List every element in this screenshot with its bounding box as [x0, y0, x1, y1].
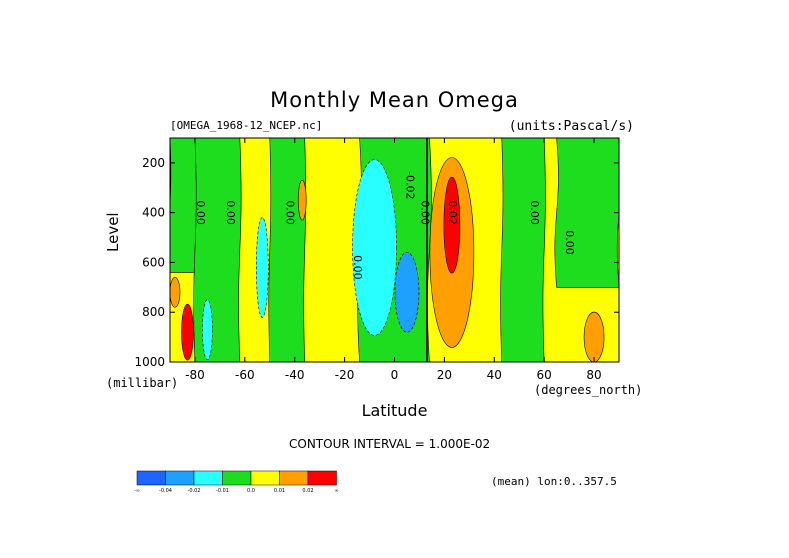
- field-cell-orange: [583, 311, 605, 362]
- x-tick-label: -20: [335, 368, 355, 382]
- contour-label: 0.00: [224, 200, 237, 225]
- colorbar-swatch: [136, 470, 166, 486]
- y-tick-label: 800: [142, 305, 165, 319]
- file-label: [OMEGA_1968-12_NCEP.nc]: [170, 119, 323, 132]
- field-band-negative: [268, 138, 306, 362]
- x-tick-label: -80: [185, 368, 205, 382]
- contour-label: 0.02: [446, 200, 459, 225]
- contour-label: 0.00: [418, 200, 431, 225]
- colorbar: -∞ -0.04 -0.02 -0.01 0.0 0.01 0.02 ∞: [134, 470, 339, 494]
- colorbar-swatch: [307, 470, 337, 486]
- colorbar-swatch: [165, 470, 195, 486]
- x-tick-label: -40: [285, 368, 305, 382]
- chart-title: Monthly Mean Omega: [270, 88, 519, 112]
- x-tick-label: 60: [537, 368, 552, 382]
- field-cell-red: [443, 176, 461, 274]
- colorbar-swatch: [279, 470, 309, 486]
- field-cell-cyan: [202, 299, 213, 360]
- x-axis-unit: (degrees_north): [534, 383, 643, 397]
- colorbar-label: -0.04: [159, 488, 172, 494]
- field-cell-orange: [170, 277, 181, 308]
- contour-interval-label: CONTOUR INTERVAL = 1.000E-02: [289, 437, 491, 451]
- contour-label: 0.00: [194, 200, 207, 225]
- contour-label: 0.00: [351, 255, 364, 280]
- colorbar-label: -0.02: [188, 488, 201, 494]
- colorbar-swatch: [250, 470, 280, 486]
- field-cell-cyan: [255, 217, 269, 318]
- colorbar-label: ∞: [334, 488, 338, 494]
- mean-note: (mean) lon:0..357.5: [491, 475, 617, 488]
- contour-label: 0.00: [528, 200, 541, 225]
- x-tick-label: 40: [487, 368, 502, 382]
- plot-area: 0.00 0.00 0.000.00-0.020.00 0.02 0.000.00: [170, 138, 619, 362]
- axes: -80 -60 -40 -20 0 20 40 60 80 1000 800 600 400 200: [134, 138, 619, 382]
- colorbar-label: 0.0: [247, 488, 255, 494]
- y-tick-label: 600: [142, 255, 165, 269]
- field-cell-cyan: [352, 159, 397, 336]
- x-tick-label: 80: [586, 368, 601, 382]
- field-band-negative: [554, 138, 619, 288]
- y-tick-label: 1000: [134, 355, 165, 369]
- field-cell-blue: [394, 252, 420, 333]
- units-label: (units:Pascal/s): [508, 119, 634, 134]
- colorbar-label: 0.02: [302, 488, 313, 494]
- y-axis-unit: (millibar): [106, 376, 179, 390]
- field-cell-orange: [297, 179, 307, 221]
- contour-label: -0.02: [403, 171, 416, 199]
- colorbar-label: 0.01: [274, 488, 285, 494]
- colorbar-swatch: [222, 470, 252, 486]
- x-axis-label: Latitude: [361, 401, 428, 420]
- colorbar-swatch: [193, 470, 223, 486]
- colorbar-label: -∞: [134, 488, 140, 494]
- field-band-negative: [500, 138, 546, 362]
- x-tick-label: 0: [391, 368, 399, 382]
- field-cell-red: [181, 303, 194, 361]
- y-tick-label: 200: [142, 156, 165, 170]
- colorbar-label: -0.01: [216, 488, 229, 494]
- x-tick-label: -60: [235, 368, 255, 382]
- field-band-negative: [193, 138, 242, 362]
- contour-label: 0.00: [284, 200, 297, 225]
- x-tick-label: 20: [437, 368, 452, 382]
- contour-label: 0.00: [563, 230, 576, 255]
- y-tick-label: 400: [142, 206, 165, 220]
